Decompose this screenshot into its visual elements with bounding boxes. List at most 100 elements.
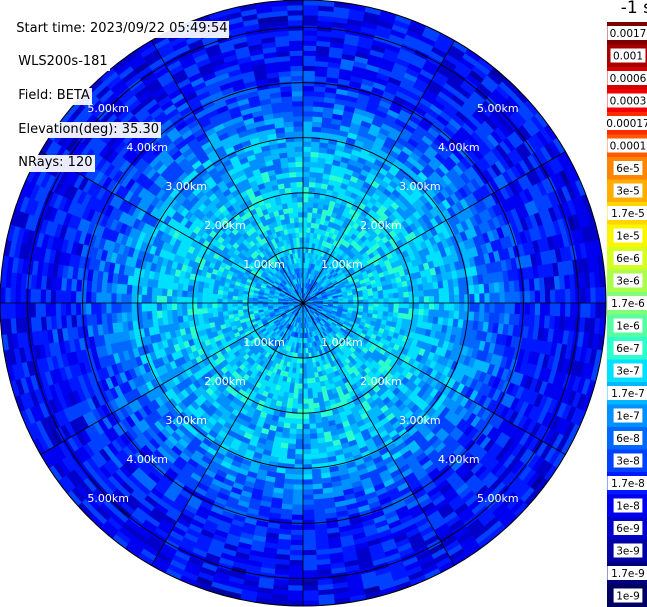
- ppi-cell: [302, 227, 308, 233]
- ppi-cell: [295, 161, 304, 168]
- ppi-cell: [483, 312, 490, 323]
- ppi-cell: [302, 418, 310, 425]
- ppi-cell: [161, 295, 168, 304]
- ppi-cell: [298, 227, 304, 233]
- ppi-cell: [156, 295, 162, 304]
- ppi-cell: [373, 294, 379, 300]
- ppi-cell: [302, 131, 313, 137]
- ppi-cell: [187, 314, 194, 322]
- ppi-cell: [302, 176, 310, 183]
- ppi-cell: [483, 283, 490, 294]
- ppi-cell: [448, 286, 455, 296]
- ppi-cell: [282, 111, 294, 118]
- ppi-cell: [464, 294, 470, 304]
- ppi-cell: [110, 302, 117, 314]
- ppi-cell: [383, 307, 389, 313]
- ppi-cell: [216, 298, 223, 304]
- ppi-cell: [141, 302, 147, 312]
- ppi-cell: [302, 90, 315, 97]
- ppi-cell: [298, 383, 304, 390]
- ppi-cell: [285, 141, 296, 148]
- ppi-cell: [151, 302, 157, 312]
- ppi-cell: [237, 302, 243, 307]
- ppi-cell: [197, 313, 204, 320]
- ppi-cell: [296, 413, 304, 420]
- ppi-cell: [444, 302, 450, 311]
- ppi-cell: [403, 291, 410, 298]
- ppi-cell: [403, 302, 410, 309]
- ppi-cell: [418, 290, 425, 298]
- ppi-cell: [310, 377, 316, 384]
- ppi-cell: [309, 161, 319, 168]
- ppi-cell: [298, 388, 304, 395]
- ppi-cell: [288, 166, 297, 173]
- ppi-cell: [222, 310, 229, 316]
- ppi-cell: [302, 211, 308, 218]
- ppi-cell: [413, 290, 420, 298]
- ppi-cell: [289, 171, 297, 178]
- ppi-cell: [302, 161, 311, 168]
- ppi-cell: [196, 302, 203, 309]
- ppi-cell: [212, 311, 219, 318]
- ppi-cell: [433, 309, 440, 318]
- ppi-cell: [293, 474, 304, 480]
- ppi-cell: [146, 310, 153, 320]
- ppi-cell: [412, 314, 419, 322]
- ppi-cell: [309, 438, 319, 445]
- ppi-cell: [302, 110, 314, 117]
- ppi-cell: [136, 302, 142, 312]
- ppi-cell: [438, 287, 445, 297]
- ppi-cell: [302, 509, 315, 516]
- ppi-cell: [161, 309, 168, 319]
- ppi-cell: [297, 252, 301, 259]
- ppi-cell: [242, 299, 248, 304]
- ppi-cell: [368, 295, 374, 300]
- ppi-cell: [307, 201, 314, 208]
- ppi-cell: [171, 302, 178, 311]
- ppi-cell: [388, 302, 395, 308]
- ppi-cell: [313, 197, 320, 204]
- ppi-cell: [227, 306, 233, 312]
- ppi-cell: [292, 100, 304, 107]
- ppi-cell: [494, 292, 501, 304]
- ppi-cell: [287, 207, 294, 214]
- ppi-cell: [141, 294, 147, 304]
- ppi-cell: [121, 283, 128, 294]
- ppi-cell: [186, 302, 193, 310]
- ppi-cell: [286, 402, 293, 409]
- ppi-cell: [454, 302, 460, 312]
- ppi-cell: [458, 310, 465, 321]
- ppi-cell: [285, 136, 295, 143]
- ppi-cell: [212, 307, 218, 313]
- ppi-cell: [298, 221, 304, 228]
- ppi-cell: [294, 141, 304, 147]
- ppi-cell: [314, 187, 322, 194]
- ppi-cell: [311, 473, 322, 480]
- ppi-cell: [302, 237, 307, 243]
- ppi-cell: [484, 293, 491, 304]
- ppi-cell: [283, 483, 294, 490]
- ppi-cell: [297, 206, 304, 213]
- ppi-cell: [116, 312, 123, 323]
- ppi-cell: [283, 478, 294, 485]
- ppi-cell: [463, 285, 470, 295]
- ppi-cell: [302, 378, 308, 385]
- ppi-cell: [293, 126, 304, 132]
- ppi-cell: [310, 372, 316, 379]
- ppi-cell: [306, 222, 312, 228]
- ppi-cell: [459, 294, 465, 304]
- ppi-cell: [302, 499, 314, 506]
- ppi-cell: [196, 308, 203, 315]
- ppi-cell: [237, 299, 243, 304]
- ppi-cell: [292, 206, 299, 213]
- ppi-cell: [151, 286, 158, 296]
- ppi-cell: [294, 449, 304, 455]
- ppi-cell: [161, 302, 168, 311]
- ppi-cell: [302, 166, 311, 173]
- ppi-cell: [136, 285, 143, 295]
- ppi-cell: [484, 302, 491, 313]
- ppi-cell: [290, 227, 296, 234]
- ppi-cell: [449, 302, 455, 312]
- ppi-cell: [302, 196, 309, 203]
